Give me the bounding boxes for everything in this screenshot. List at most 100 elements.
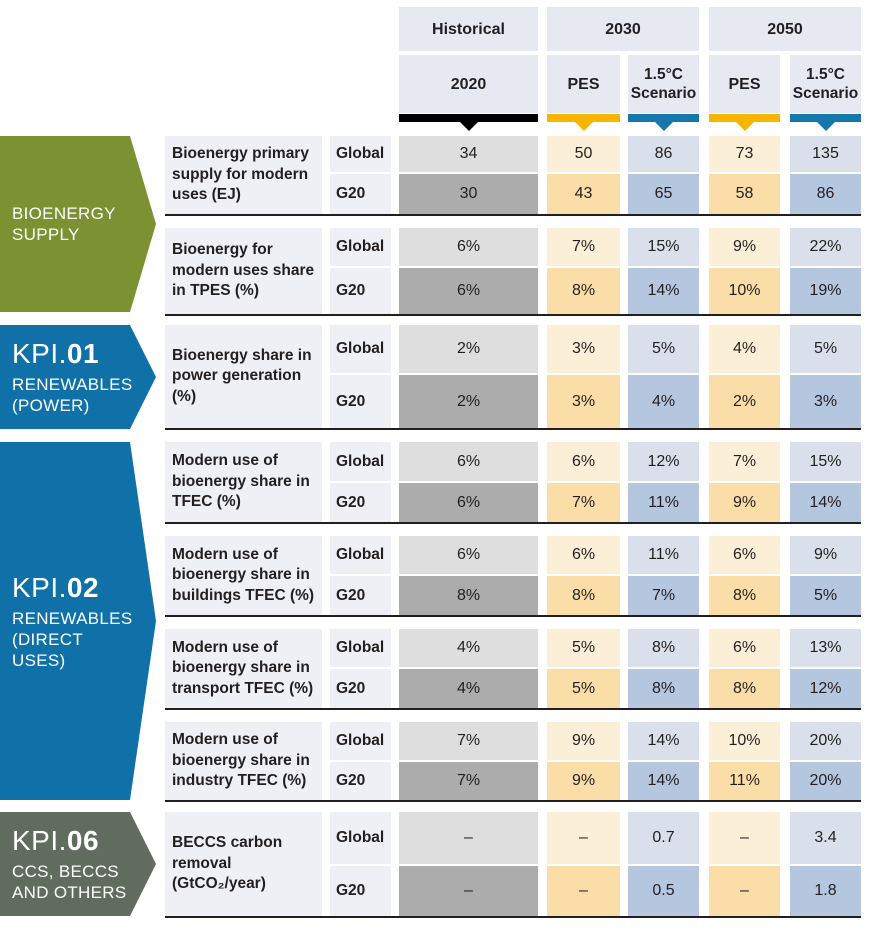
section-title: BIOENERGY SUPPLY xyxy=(12,204,116,244)
indicator-label: Bioenergy primary supply for modern uses… xyxy=(165,136,322,214)
value-cell-g20: 12% xyxy=(790,669,861,708)
section-kpi: KPI.02 xyxy=(12,572,156,604)
value-cell-global: 5% xyxy=(790,325,861,373)
value-cell-global: – xyxy=(709,812,780,864)
value-cell-g20: 10% xyxy=(709,268,780,314)
value-cell-g20: 65 xyxy=(628,174,699,214)
section-kpi-prefix: KPI. xyxy=(12,571,67,603)
value-cell-global: 5% xyxy=(628,325,699,373)
value-cell-g20: 1.8 xyxy=(790,866,861,916)
value-cell-global: 13% xyxy=(790,629,861,667)
value-cell-global: 6% xyxy=(399,442,538,481)
value-cell-global: 12% xyxy=(628,442,699,481)
value-cell-g20: – xyxy=(709,866,780,916)
value-cell-g20: 8% xyxy=(628,669,699,708)
value-cell-g20: 4% xyxy=(399,669,538,708)
value-cell-global: 9% xyxy=(790,536,861,574)
value-cell-g20: 5% xyxy=(547,669,620,708)
value-cell-g20: 7% xyxy=(399,762,538,800)
value-cell-global: – xyxy=(547,812,620,864)
value-cell-g20: 8% xyxy=(709,576,780,615)
value-cell-g20: 43 xyxy=(547,174,620,214)
scope-label-g20: G20 xyxy=(330,375,391,428)
scope-label-g20: G20 xyxy=(330,174,391,214)
value-cell-global: – xyxy=(399,812,538,864)
value-cell-g20: 11% xyxy=(628,483,699,522)
row-separator xyxy=(165,615,861,617)
value-cell-g20: 6% xyxy=(399,483,538,522)
value-cell-g20: 8% xyxy=(547,268,620,314)
value-cell-g20: 7% xyxy=(628,576,699,615)
indicator-label: Modern use of bioenergy share in industr… xyxy=(165,722,322,800)
value-cell-g20: – xyxy=(547,866,620,916)
value-cell-g20: 9% xyxy=(547,762,620,800)
scope-label-global: Global xyxy=(330,722,391,760)
value-cell-global: 9% xyxy=(547,722,620,760)
header-scenario-2030: 1.5°C Scenario xyxy=(628,55,699,113)
value-cell-g20: 3% xyxy=(547,375,620,428)
row-separator xyxy=(165,916,861,918)
value-cell-global: 6% xyxy=(547,442,620,481)
column-marker-historical xyxy=(459,122,478,131)
section-kpi-number: 01 xyxy=(66,338,100,369)
value-cell-g20: 7% xyxy=(547,483,620,522)
value-cell-g20: 8% xyxy=(709,669,780,708)
indicator-label: Bioenergy for modern uses share in TPES … xyxy=(165,228,322,314)
value-cell-global: 6% xyxy=(399,228,538,266)
section-kpi-number: 02 xyxy=(66,571,100,603)
scope-label-global: Global xyxy=(330,812,391,864)
indicator-label: Bioenergy share in power generation (%) xyxy=(165,325,322,428)
indicator-text: Modern use of bioenergy share in buildin… xyxy=(172,545,315,604)
scope-label-global: Global xyxy=(330,136,391,172)
value-cell-global: 8% xyxy=(628,629,699,667)
value-cell-global: 11% xyxy=(628,536,699,574)
value-cell-g20: 14% xyxy=(628,762,699,800)
value-cell-g20: 9% xyxy=(709,483,780,522)
row-separator xyxy=(165,708,861,710)
value-cell-global: 2% xyxy=(399,325,538,373)
section-banner: KPI.06 CCS, BECCS AND OTHERS xyxy=(0,812,156,916)
value-cell-g20: 5% xyxy=(790,576,861,615)
value-cell-global: 7% xyxy=(709,442,780,481)
section-banner: KPI.02 RENEWABLES (DIRECT USES) xyxy=(0,442,156,800)
value-cell-global: 73 xyxy=(709,136,780,172)
value-cell-global: 5% xyxy=(547,629,620,667)
column-bar-pes xyxy=(709,114,780,122)
column-bar-scenario xyxy=(628,114,699,122)
header-pes-2030: PES xyxy=(547,55,620,113)
column-marker-scenario xyxy=(654,122,673,131)
column-bar-scenario xyxy=(790,114,861,122)
scope-label-global: Global xyxy=(330,629,391,667)
value-cell-global: 135 xyxy=(790,136,861,172)
value-cell-global: 14% xyxy=(628,722,699,760)
value-cell-global: 6% xyxy=(709,629,780,667)
value-cell-global: 3.4 xyxy=(790,812,861,864)
header-year-2030: 2030 xyxy=(547,7,699,51)
scope-label-g20: G20 xyxy=(330,762,391,800)
value-cell-global: 10% xyxy=(709,722,780,760)
indicator-text: Modern use of bioenergy share in transpo… xyxy=(172,638,314,697)
indicator-label: Modern use of bioenergy share in transpo… xyxy=(165,629,322,708)
column-bar-historical xyxy=(399,114,538,122)
value-cell-g20: 4% xyxy=(628,375,699,428)
value-cell-g20: 14% xyxy=(790,483,861,522)
value-cell-global: 4% xyxy=(399,629,538,667)
scope-label-global: Global xyxy=(330,442,391,481)
value-cell-g20: 2% xyxy=(399,375,538,428)
value-cell-global: 6% xyxy=(709,536,780,574)
value-cell-g20: 11% xyxy=(709,762,780,800)
section-title: CCS, BECCS AND OTHERS xyxy=(12,862,127,902)
indicator-label: BECCS carbon removal (GtCO₂/year) xyxy=(165,812,322,916)
section-kpi-number: 06 xyxy=(66,825,100,856)
value-cell-g20: 8% xyxy=(547,576,620,615)
value-cell-g20: 3% xyxy=(790,375,861,428)
value-cell-global: 22% xyxy=(790,228,861,266)
header-year-2020: 2020 xyxy=(399,55,538,113)
section-title: RENEWABLES (POWER) xyxy=(12,375,133,415)
scope-label-global: Global xyxy=(330,536,391,574)
indicator-text: Modern use of bioenergy share in TFEC (%… xyxy=(172,452,310,511)
section-kpi: KPI.06 xyxy=(12,825,156,857)
scope-label-global: Global xyxy=(330,228,391,266)
row-separator xyxy=(165,522,861,524)
section-kpi-prefix: KPI. xyxy=(12,338,67,369)
